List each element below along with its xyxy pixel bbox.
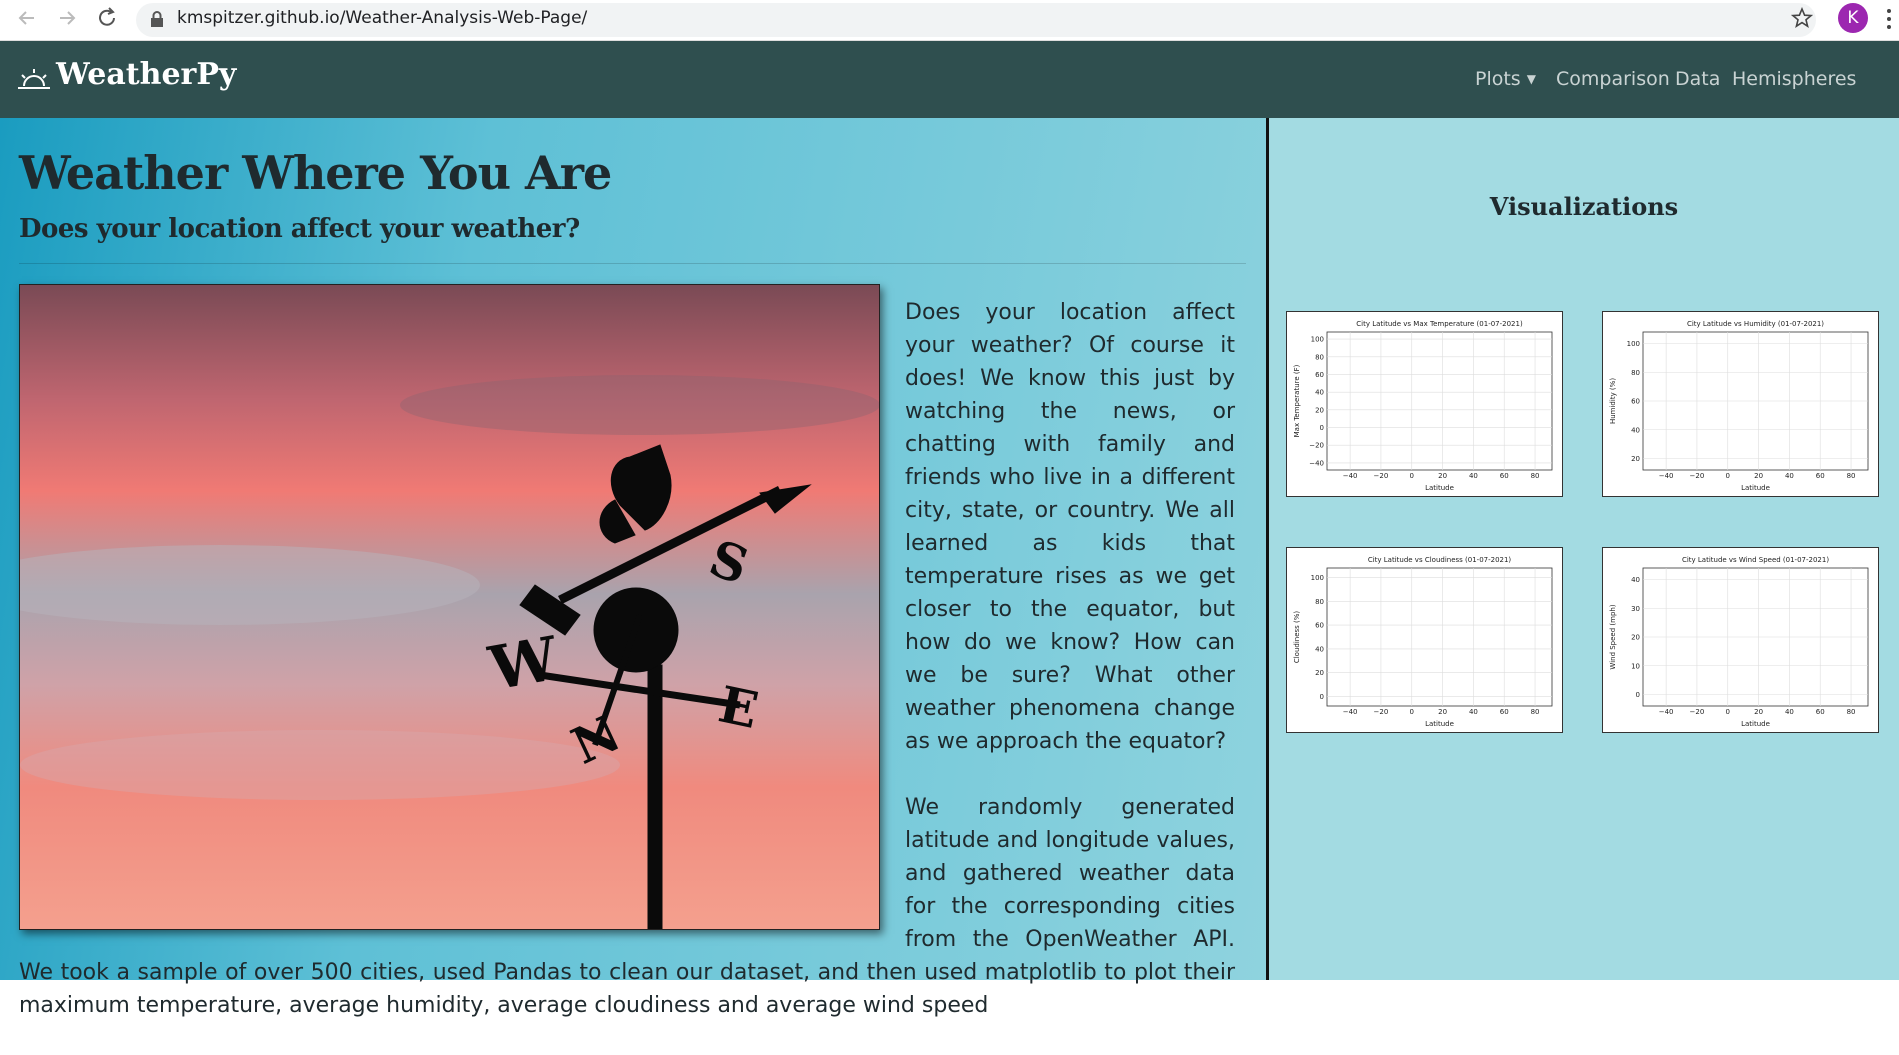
y-tick-label: 80	[1631, 369, 1640, 377]
x-tick-label: 20	[1754, 472, 1763, 480]
plot-title: City Latitude vs Max Temperature (01-07-…	[1356, 320, 1523, 328]
y-tick-label: 80	[1315, 353, 1324, 361]
x-tick-label: −20	[1690, 472, 1705, 480]
page: {"browser": {"url": "kmspitzer.github.io…	[0, 0, 1899, 980]
x-axis-label: Latitude	[1425, 720, 1454, 728]
plot-thumbnail[interactable]: City Latitude vs Cloudiness (01-07-2021)…	[1286, 547, 1563, 733]
y-tick-label: 20	[1631, 634, 1640, 642]
x-tick-label: 0	[1726, 708, 1730, 716]
plot-area	[1327, 332, 1552, 470]
sidebar-title: Visualizations	[1269, 192, 1899, 221]
y-axis-label: Wind Speed (mph)	[1609, 604, 1617, 669]
y-tick-label: 20	[1631, 455, 1640, 463]
x-tick-label: 20	[1438, 708, 1447, 716]
page-subtitle: Does your location affect your weather?	[19, 214, 580, 244]
x-tick-label: 60	[1816, 472, 1825, 480]
main-panel: Weather Where You Are Does your location…	[0, 118, 1266, 980]
y-tick-label: 30	[1631, 605, 1640, 613]
x-tick-label: 40	[1785, 708, 1794, 716]
x-tick-label: 40	[1469, 708, 1478, 716]
x-tick-label: −40	[1659, 708, 1674, 716]
y-tick-label: 100	[1627, 340, 1640, 348]
nav-link[interactable]: Data	[1675, 68, 1720, 90]
x-tick-label: 0	[1410, 472, 1414, 480]
brand[interactable]: WeatherPy	[56, 57, 236, 92]
navbar: WeatherPy Plots ▼ Comparison Data Hemisp…	[0, 41, 1899, 118]
y-tick-label: 10	[1631, 662, 1640, 670]
y-axis-label: Max Temperature (F)	[1293, 364, 1301, 437]
x-tick-label: 20	[1754, 708, 1763, 716]
x-tick-label: 20	[1438, 472, 1447, 480]
lock-icon	[150, 11, 164, 27]
plot-thumbnail[interactable]: City Latitude vs Humidity (01-07-2021) La…	[1602, 311, 1879, 497]
x-tick-label: 80	[1531, 708, 1540, 716]
y-tick-label: 0	[1320, 424, 1324, 432]
sun-icon	[18, 68, 52, 92]
y-tick-label: 40	[1631, 576, 1640, 584]
x-tick-label: −20	[1374, 472, 1389, 480]
y-tick-label: 0	[1636, 691, 1640, 699]
x-tick-label: 80	[1847, 472, 1856, 480]
y-tick-label: 60	[1315, 371, 1324, 379]
nav-link[interactable]: Comparison	[1556, 68, 1670, 90]
x-tick-label: 60	[1816, 708, 1825, 716]
url: kmspitzer.github.io/Weather-Analysis-Web…	[177, 8, 587, 28]
x-tick-label: 40	[1469, 472, 1478, 480]
divider	[19, 263, 1246, 264]
svg-text:W: W	[483, 624, 564, 705]
sidebar: Visualizations City Latitude vs Max Temp…	[1266, 118, 1899, 980]
x-axis-label: Latitude	[1425, 484, 1454, 492]
y-tick-label: 100	[1311, 336, 1324, 344]
x-tick-label: −40	[1343, 708, 1358, 716]
y-tick-label: 60	[1631, 398, 1640, 406]
y-tick-label: 60	[1315, 622, 1324, 630]
y-tick-label: 20	[1315, 669, 1324, 677]
x-axis-label: Latitude	[1741, 720, 1770, 728]
y-tick-label: −20	[1309, 442, 1324, 450]
profile-avatar[interactable]: K	[1838, 3, 1868, 33]
x-tick-label: −40	[1343, 472, 1358, 480]
x-tick-label: 60	[1500, 708, 1509, 716]
x-tick-label: −20	[1690, 708, 1705, 716]
y-axis-label: Cloudiness (%)	[1293, 611, 1301, 664]
y-tick-label: 40	[1315, 645, 1324, 653]
y-tick-label: 100	[1311, 574, 1324, 582]
weather-vane-photo: W S E N	[19, 284, 880, 930]
y-axis-label: Humidity (%)	[1609, 378, 1617, 424]
browser-bar: kmspitzer.github.io/Weather-Analysis-Web…	[0, 0, 1899, 41]
menu-icon[interactable]	[1884, 5, 1894, 35]
y-tick-label: 40	[1631, 426, 1640, 434]
plot-thumbnail[interactable]: City Latitude vs Wind Speed (01-07-2021)…	[1602, 547, 1879, 733]
x-tick-label: 60	[1500, 472, 1509, 480]
plot-title: City Latitude vs Cloudiness (01-07-2021)	[1368, 556, 1512, 564]
nav-dropdown[interactable]: Plots ▼	[1475, 68, 1536, 90]
browser-controls	[0, 0, 130, 40]
y-tick-label: 20	[1315, 406, 1324, 414]
plot-title: City Latitude vs Humidity (01-07-2021)	[1687, 320, 1824, 328]
y-tick-label: 80	[1315, 598, 1324, 606]
x-tick-label: 80	[1531, 472, 1540, 480]
plot-thumbnail[interactable]: City Latitude vs Max Temperature (01-07-…	[1286, 311, 1563, 497]
x-tick-label: 0	[1726, 472, 1730, 480]
x-tick-label: −40	[1659, 472, 1674, 480]
page-title: Weather Where You Are	[19, 146, 611, 200]
plot-area	[1327, 568, 1552, 706]
x-tick-label: 0	[1410, 708, 1414, 716]
plot-title: City Latitude vs Wind Speed (01-07-2021)	[1682, 556, 1829, 564]
y-tick-label: 0	[1320, 693, 1324, 701]
content: W S E N Does your location affect your w…	[19, 284, 1235, 1055]
x-tick-label: 80	[1847, 708, 1856, 716]
nav-link[interactable]: Plots	[1475, 68, 1521, 90]
nav-link[interactable]: Hemispheres	[1732, 68, 1856, 90]
y-tick-label: −40	[1309, 459, 1324, 467]
x-tick-label: −20	[1374, 708, 1389, 716]
y-tick-label: 40	[1315, 389, 1324, 397]
x-axis-label: Latitude	[1741, 484, 1770, 492]
x-tick-label: 40	[1785, 472, 1794, 480]
bookmark-star[interactable]	[1791, 7, 1813, 29]
